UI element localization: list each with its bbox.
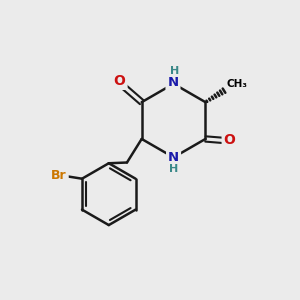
Text: O: O bbox=[114, 74, 125, 88]
Text: CH₃: CH₃ bbox=[227, 80, 248, 89]
Text: H: H bbox=[169, 66, 179, 76]
Text: N: N bbox=[168, 152, 179, 164]
Text: H: H bbox=[169, 164, 178, 174]
Text: O: O bbox=[224, 134, 236, 147]
Text: Br: Br bbox=[51, 169, 67, 182]
Text: N: N bbox=[167, 76, 178, 89]
